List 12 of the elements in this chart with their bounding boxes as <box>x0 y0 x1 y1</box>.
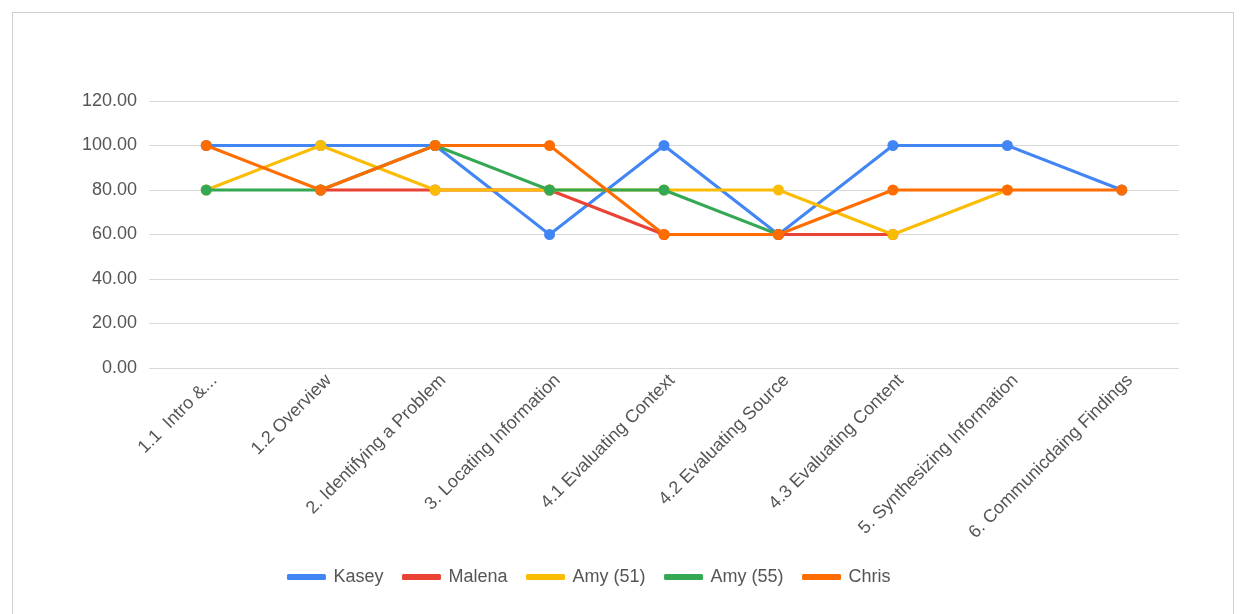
legend-label: Chris <box>848 565 891 586</box>
y-tick-label: 80.00 <box>91 178 137 199</box>
y-tick-label: 60.00 <box>91 223 137 244</box>
y-tick-label: 100.00 <box>81 134 137 155</box>
y-tick-label: 0.00 <box>101 356 137 377</box>
legend-label: Kasey <box>333 565 384 586</box>
y-tick-label: 20.00 <box>91 312 137 333</box>
legend-label: Malena <box>448 565 509 586</box>
y-tick-label: 40.00 <box>91 267 137 288</box>
y-tick-label: 120.00 <box>81 89 137 110</box>
legend-label: Amy (51) <box>572 565 646 586</box>
legend-label: Amy (55) <box>710 565 784 586</box>
